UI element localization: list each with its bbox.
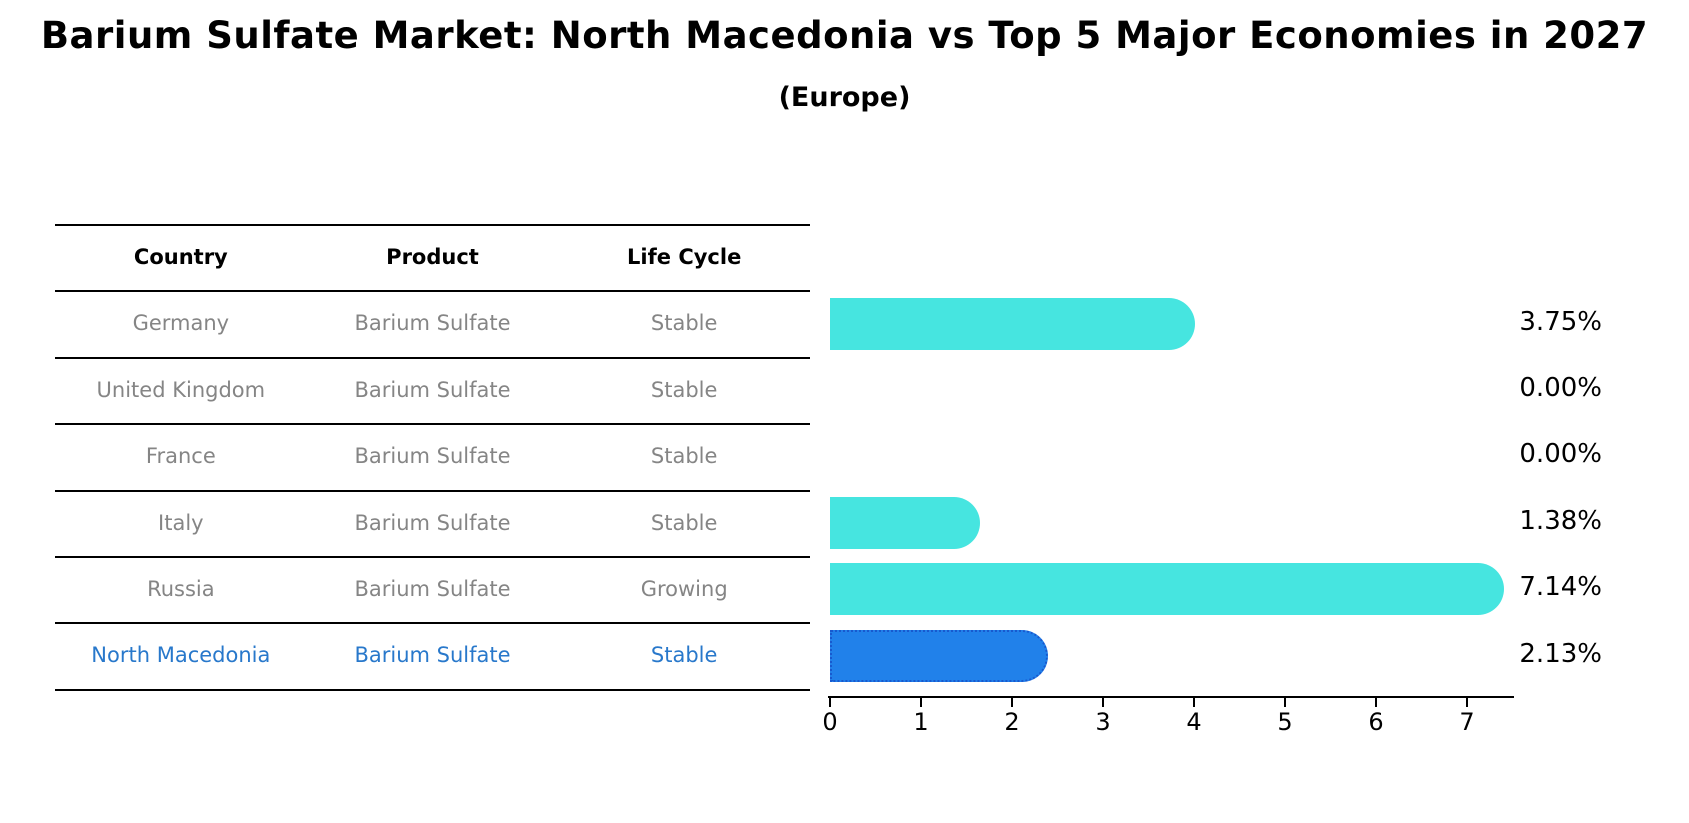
x-axis-tick-label: 0 [822,708,838,736]
chart-title: Barium Sulfate Market: North Macedonia v… [40,14,1649,57]
table-rule [55,357,810,359]
table-row: United Kingdom Barium Sulfate Stable [55,357,810,423]
x-axis-tick [1011,698,1013,707]
x-axis-tick-label: 5 [1277,708,1293,736]
table-row: Germany Barium Sulfate Stable [55,290,810,356]
country-cell: United Kingdom [96,378,266,402]
life-cycle-cell: Stable [650,643,718,667]
table-header-cell: Country [133,245,228,269]
product-cell: Barium Sulfate [354,577,511,601]
country-cell: France [145,444,216,468]
x-axis-tick [1375,698,1377,707]
country-cell: Russia [147,577,215,601]
bar [830,563,1504,615]
chart-subtitle: (Europe) [778,82,911,113]
table-rule [55,224,810,226]
x-axis-tick-label: 6 [1368,708,1384,736]
x-axis-tick [1466,698,1468,707]
table-rule [55,490,810,492]
highlight-bar [830,630,1048,682]
life-cycle-cell: Stable [650,378,718,402]
x-axis-tick-label: 4 [1186,708,1202,736]
x-axis-tick [1284,698,1286,707]
x-axis-line [828,696,1514,698]
life-cycle-cell: Stable [650,444,718,468]
bar [830,497,980,549]
table-row: France Barium Sulfate Stable [55,423,810,489]
table-rule [55,423,810,425]
table-rule [55,689,810,691]
x-axis-tick-label: 2 [1004,708,1020,736]
value-label: 2.13% [1519,639,1602,669]
table-header-row: Country Product Life Cycle [55,224,810,290]
table-header-cell: Product [386,245,479,269]
x-axis-tick [1102,698,1104,707]
x-axis-tick-label: 3 [1095,708,1111,736]
x-axis-tick [1193,698,1195,707]
country-cell: Italy [158,511,204,535]
product-cell: Barium Sulfate [354,511,511,535]
country-cell: Germany [132,311,230,335]
country-cell: North Macedonia [91,643,271,667]
table-header-cell: Life Cycle [627,245,742,269]
x-axis-tick [829,698,831,707]
table-rule [55,622,810,624]
product-cell: Barium Sulfate [354,444,511,468]
life-cycle-cell: Stable [650,311,718,335]
table-rule [55,290,810,292]
x-axis-tick-label: 7 [1459,708,1475,736]
x-axis-tick-label: 1 [913,708,929,736]
product-cell: Barium Sulfate [354,311,511,335]
life-cycle-cell: Growing [640,577,728,601]
bar [830,298,1195,350]
x-axis-tick [920,698,922,707]
product-cell: Barium Sulfate [354,378,511,402]
value-label: 0.00% [1519,373,1602,403]
table-rule [55,556,810,558]
value-label: 3.75% [1519,307,1602,337]
table-row: Italy Barium Sulfate Stable [55,490,810,556]
table-row: North Macedonia Barium Sulfate Stable [55,622,810,688]
product-cell: Barium Sulfate [354,643,511,667]
table-row: Russia Barium Sulfate Growing [55,556,810,622]
life-cycle-cell: Stable [650,511,718,535]
value-label: 0.00% [1519,439,1602,469]
value-label: 1.38% [1519,506,1602,536]
value-label: 7.14% [1519,572,1602,602]
